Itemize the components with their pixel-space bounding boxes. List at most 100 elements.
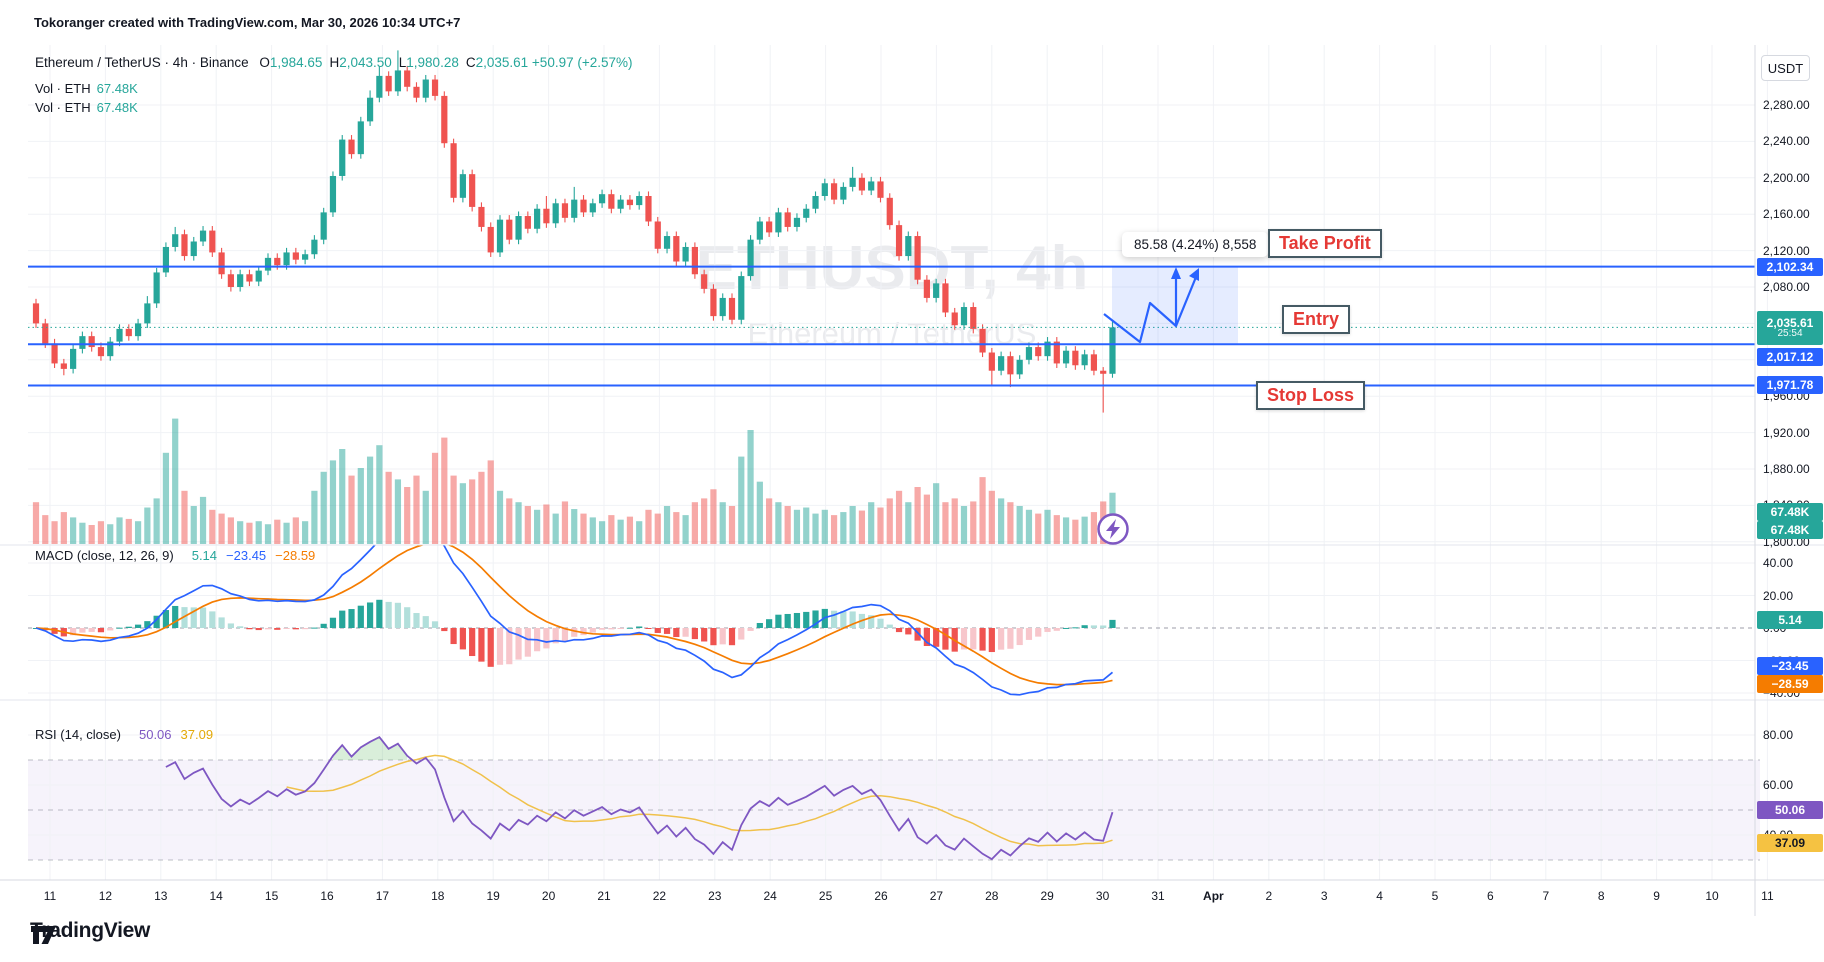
time-axis-label: 30 (1095, 889, 1110, 903)
axis-chip-hist: 5.14 (1757, 611, 1823, 629)
time-axis-label: 22 (652, 889, 667, 903)
macd-signal-line (35, 545, 1113, 686)
time-axis-label: 9 (1653, 889, 1660, 903)
tradingview-logo-icon (31, 926, 56, 944)
entry-label[interactable]: Entry (1282, 305, 1351, 334)
time-axis-label: 3 (1320, 889, 1328, 903)
time-axis-label: 21 (597, 889, 611, 903)
axis-chip-entry: 2,017.12 (1757, 348, 1823, 366)
time-axis-label: 24 (763, 889, 777, 903)
symbol-legend[interactable]: Ethereum / TetherUS · 4h · Binance O1,98… (35, 55, 633, 70)
volume-legend-row[interactable]: Vol · ETH 67.48K (35, 81, 138, 96)
ohlc-key: H (329, 55, 340, 70)
rsi-title[interactable]: RSI (14, close) (35, 727, 121, 742)
indicator-value: −28.59 (275, 548, 316, 563)
stop-loss-label[interactable]: Stop Loss (1256, 381, 1366, 410)
time-axis-label: 11 (1761, 889, 1774, 903)
time-axis-label: 15 (264, 889, 279, 903)
ohlc-key: O (259, 55, 270, 70)
time-axis-label: 6 (1487, 889, 1494, 903)
take-profit-label[interactable]: Take Profit (1268, 229, 1382, 258)
indicator-value: 5.14 (191, 548, 218, 563)
ohlc-key: L (398, 55, 407, 70)
ohlc-value: 1,984.65 (269, 55, 323, 70)
time-axis-label: 14 (209, 889, 223, 903)
watermark-symbol: ETHUSDT, 4h (695, 234, 1089, 303)
macd-title[interactable]: MACD (close, 12, 26, 9) (35, 548, 174, 563)
time-axis-label: 27 (929, 889, 944, 903)
axis-tick-label: 1,920.00 (1763, 425, 1810, 440)
volume-series (32, 418, 1116, 544)
time-axis-label: 25 (818, 889, 833, 903)
axis-chip-rsi_ma: 37.09 (1757, 834, 1823, 852)
axis-tick-label: 2,120.00 (1763, 243, 1810, 258)
axis-tick-label: 20.00 (1763, 588, 1794, 603)
axis-tick-label: 2,160.00 (1763, 207, 1810, 222)
axis-chip-sl: 1,971.78 (1757, 376, 1823, 394)
axis-chip-macd_line: −23.45 (1757, 657, 1823, 675)
candlestick-series (32, 50, 1116, 413)
volume-legend-value: 67.48K (96, 100, 138, 115)
ohlc-value: 2,035.61 (475, 55, 529, 70)
ohlc-key: C (465, 55, 476, 70)
axis-tick-label: 2,240.00 (1763, 134, 1810, 149)
time-axis-label: 31 (1151, 889, 1165, 903)
axis-tick-label: 2,080.00 (1763, 280, 1810, 294)
axis-chip-vol2: 67.48K (1757, 521, 1823, 539)
axis-chip-tp: 2,102.34 (1757, 258, 1823, 276)
indicator-value: 37.09 (180, 727, 214, 742)
time-axis-label: 11 (43, 889, 57, 903)
ohlc-value: 2,043.50 (339, 55, 392, 70)
trade-level-lines (28, 265, 1755, 387)
rsi-values: 50.06 37.09 (130, 727, 213, 742)
rsi-pane (165, 735, 1114, 861)
time-axis-label: 13 (154, 889, 168, 903)
currency-button[interactable]: USDT (1761, 55, 1810, 81)
time-axis-label: 8 (1597, 889, 1605, 903)
time-axis-label: 2 (1265, 889, 1273, 903)
axis-chip-rsi: 50.06 (1757, 801, 1823, 819)
time-axis-label: 26 (874, 889, 888, 903)
time-axis-label: 10 (1705, 889, 1719, 903)
axis-tick-label: 1,880.00 (1763, 462, 1810, 476)
time-axis-label: 4 (1376, 889, 1383, 903)
tradingview-logo[interactable]: TradingView (30, 919, 151, 944)
volume-legend-label: Vol · ETH (35, 100, 91, 115)
time-axis-label: 5 (1431, 889, 1439, 903)
macd-line (35, 545, 1114, 696)
tradingview-logo-text: TradingView (30, 919, 151, 942)
bar-countdown: 25:54 (1777, 328, 1803, 339)
indicator-value: 50.06 (138, 727, 172, 742)
rsi-legend[interactable]: RSI (14, close) 50.06 37.09 (35, 727, 213, 742)
volume-legend-row[interactable]: Vol · ETH 67.48K (35, 100, 138, 115)
time-axis-label: 23 (708, 889, 722, 903)
volume-legend-value: 67.48K (96, 81, 138, 96)
change-value: +50.97 (+2.57%) (531, 55, 633, 70)
axis-chip-vol1: 67.48K (1757, 503, 1823, 521)
symbol-title[interactable]: Ethereum / TetherUS · 4h · Binance (35, 55, 249, 70)
quick-trade-lightning-icon (1097, 513, 1129, 545)
time-axis-label: 29 (1040, 889, 1054, 903)
axis-chip-last: 2,035.61 25:54 (1757, 311, 1823, 345)
axis-tick-label: 40.00 (1763, 556, 1794, 570)
ohlc-value: 1,980.28 (406, 55, 459, 70)
axis-tick-label: 2,280.00 (1763, 98, 1810, 112)
time-axis-label: 12 (98, 889, 113, 903)
time-axis-label: 28 (985, 889, 999, 903)
attribution-text: Tokoranger created with TradingView.com,… (34, 15, 461, 30)
indicator-value: −23.45 (226, 548, 267, 563)
gridlines (28, 45, 1768, 880)
time-axis-label: 7 (1542, 889, 1550, 903)
macd-pane (32, 545, 1116, 696)
time-axis-label: 18 (431, 889, 445, 903)
time-axis-label: 19 (486, 889, 500, 903)
axis-chip-signal: −28.59 (1757, 675, 1823, 693)
rsi-line (165, 735, 1114, 861)
axis-tick-label: 80.00 (1763, 728, 1794, 742)
macd-legend[interactable]: MACD (close, 12, 26, 9) 5.14 −23.45 −28.59 (35, 548, 315, 563)
measure-tooltip: 85.58 (4.24%) 8,558 (1122, 232, 1269, 257)
macd-values: 5.14 −23.45 −28.59 (183, 548, 316, 563)
rsi-ma-line (286, 754, 1113, 847)
